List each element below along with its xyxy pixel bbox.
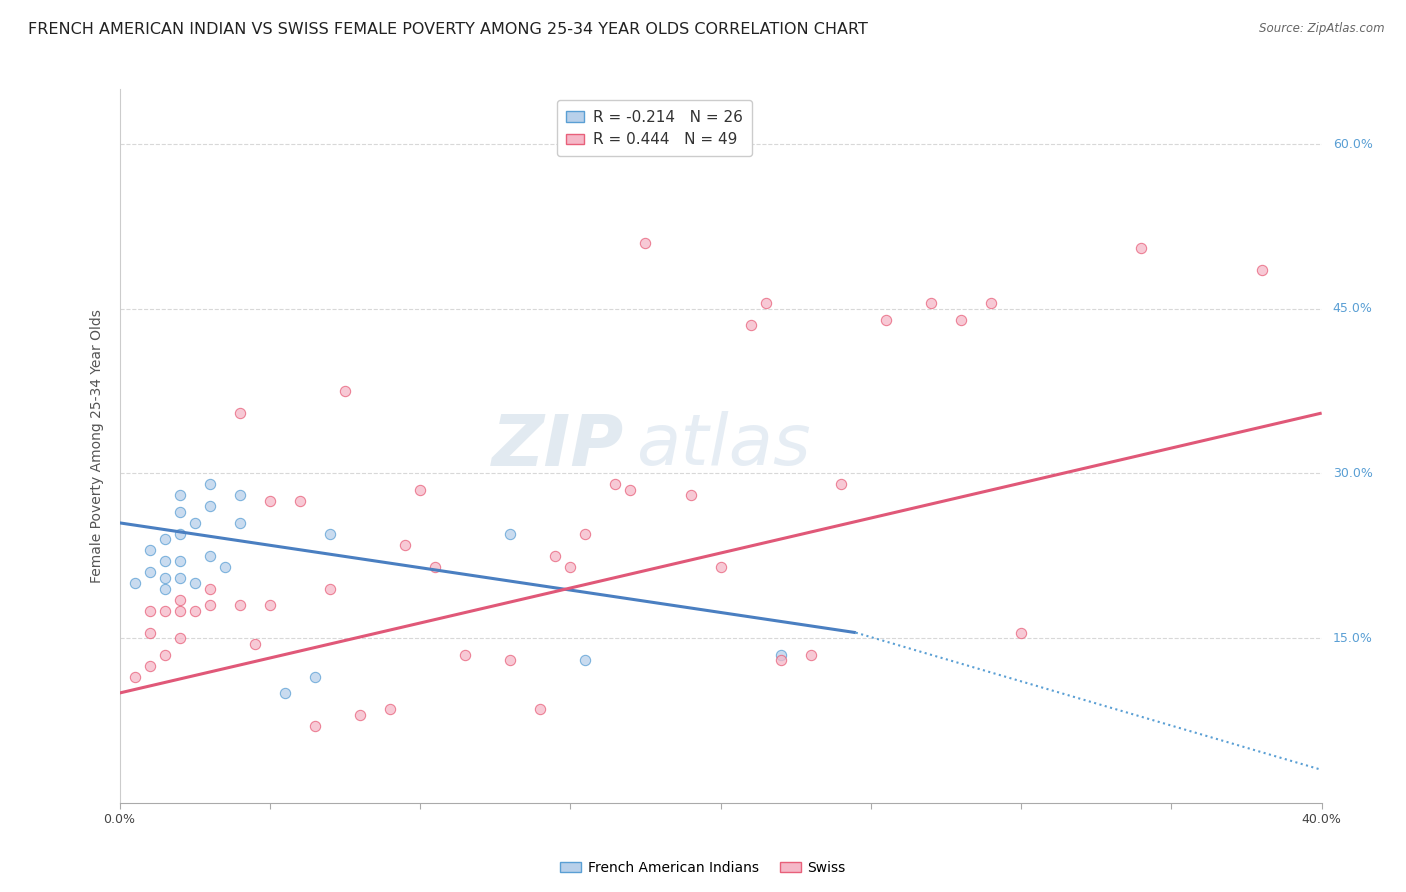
Point xyxy=(169,554,191,568)
Point xyxy=(183,576,205,591)
Legend: R = -0.214   N = 26, R = 0.444   N = 49: R = -0.214 N = 26, R = 0.444 N = 49 xyxy=(557,101,752,156)
Point xyxy=(875,312,897,326)
Point xyxy=(679,488,702,502)
Point xyxy=(605,477,627,491)
Point xyxy=(423,559,446,574)
Point xyxy=(153,648,176,662)
Point xyxy=(198,477,221,491)
Point xyxy=(830,477,852,491)
Text: 45.0%: 45.0% xyxy=(1333,302,1372,315)
Point xyxy=(950,312,973,326)
Point xyxy=(138,625,160,640)
Point xyxy=(769,648,792,662)
Point xyxy=(304,669,326,683)
Point xyxy=(138,604,160,618)
Point xyxy=(454,648,477,662)
Point xyxy=(619,483,641,497)
Point xyxy=(169,571,191,585)
Point xyxy=(214,559,236,574)
Point xyxy=(634,235,657,250)
Point xyxy=(544,549,567,563)
Point xyxy=(274,686,297,700)
Point xyxy=(198,500,221,514)
Legend: French American Indians, Swiss: French American Indians, Swiss xyxy=(554,855,852,880)
Point xyxy=(769,653,792,667)
Point xyxy=(183,516,205,530)
Point xyxy=(169,604,191,618)
Point xyxy=(153,554,176,568)
Text: ZIP: ZIP xyxy=(492,411,624,481)
Point xyxy=(169,488,191,502)
Point xyxy=(198,582,221,596)
Point xyxy=(800,648,823,662)
Point xyxy=(1250,263,1272,277)
Point xyxy=(228,406,252,420)
Point xyxy=(124,576,146,591)
Point xyxy=(920,296,942,310)
Point xyxy=(574,526,596,541)
Text: 15.0%: 15.0% xyxy=(1333,632,1372,645)
Point xyxy=(378,702,401,716)
Point xyxy=(529,702,551,716)
Point xyxy=(333,384,356,398)
Point xyxy=(980,296,1002,310)
Point xyxy=(394,538,416,552)
Point xyxy=(319,582,342,596)
Point xyxy=(409,483,432,497)
Point xyxy=(183,604,205,618)
Point xyxy=(1130,241,1153,255)
Point xyxy=(198,549,221,563)
Text: Source: ZipAtlas.com: Source: ZipAtlas.com xyxy=(1260,22,1385,36)
Point xyxy=(138,658,160,673)
Point xyxy=(169,631,191,645)
Text: atlas: atlas xyxy=(637,411,811,481)
Point xyxy=(228,488,252,502)
Point xyxy=(169,592,191,607)
Point xyxy=(709,559,731,574)
Text: FRENCH AMERICAN INDIAN VS SWISS FEMALE POVERTY AMONG 25-34 YEAR OLDS CORRELATION: FRENCH AMERICAN INDIAN VS SWISS FEMALE P… xyxy=(28,22,868,37)
Point xyxy=(349,708,371,723)
Point xyxy=(124,669,146,683)
Point xyxy=(574,653,596,667)
Point xyxy=(169,505,191,519)
Point xyxy=(153,533,176,547)
Point xyxy=(499,653,522,667)
Y-axis label: Female Poverty Among 25-34 Year Olds: Female Poverty Among 25-34 Year Olds xyxy=(90,309,104,583)
Text: 30.0%: 30.0% xyxy=(1333,467,1372,480)
Point xyxy=(198,598,221,612)
Point xyxy=(259,598,281,612)
Point xyxy=(304,719,326,733)
Point xyxy=(169,526,191,541)
Point xyxy=(138,566,160,580)
Point xyxy=(228,516,252,530)
Point xyxy=(755,296,778,310)
Point xyxy=(288,494,311,508)
Point xyxy=(499,526,522,541)
Point xyxy=(1010,625,1032,640)
Point xyxy=(259,494,281,508)
Point xyxy=(740,318,762,333)
Point xyxy=(138,543,160,558)
Point xyxy=(560,559,582,574)
Point xyxy=(319,526,342,541)
Point xyxy=(243,637,266,651)
Point xyxy=(153,582,176,596)
Point xyxy=(228,598,252,612)
Point xyxy=(153,604,176,618)
Point xyxy=(153,571,176,585)
Text: 60.0%: 60.0% xyxy=(1333,137,1372,151)
